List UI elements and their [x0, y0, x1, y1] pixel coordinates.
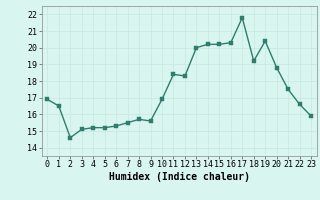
X-axis label: Humidex (Indice chaleur): Humidex (Indice chaleur)	[109, 172, 250, 182]
